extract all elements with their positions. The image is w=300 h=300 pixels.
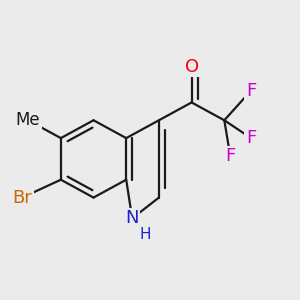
Text: F: F — [225, 147, 236, 165]
Text: N: N — [125, 209, 139, 227]
Text: Me: Me — [16, 111, 41, 129]
Text: H: H — [140, 227, 151, 242]
Text: O: O — [184, 58, 199, 76]
Text: Br: Br — [12, 189, 32, 207]
Text: F: F — [246, 129, 256, 147]
Text: F: F — [246, 82, 256, 100]
